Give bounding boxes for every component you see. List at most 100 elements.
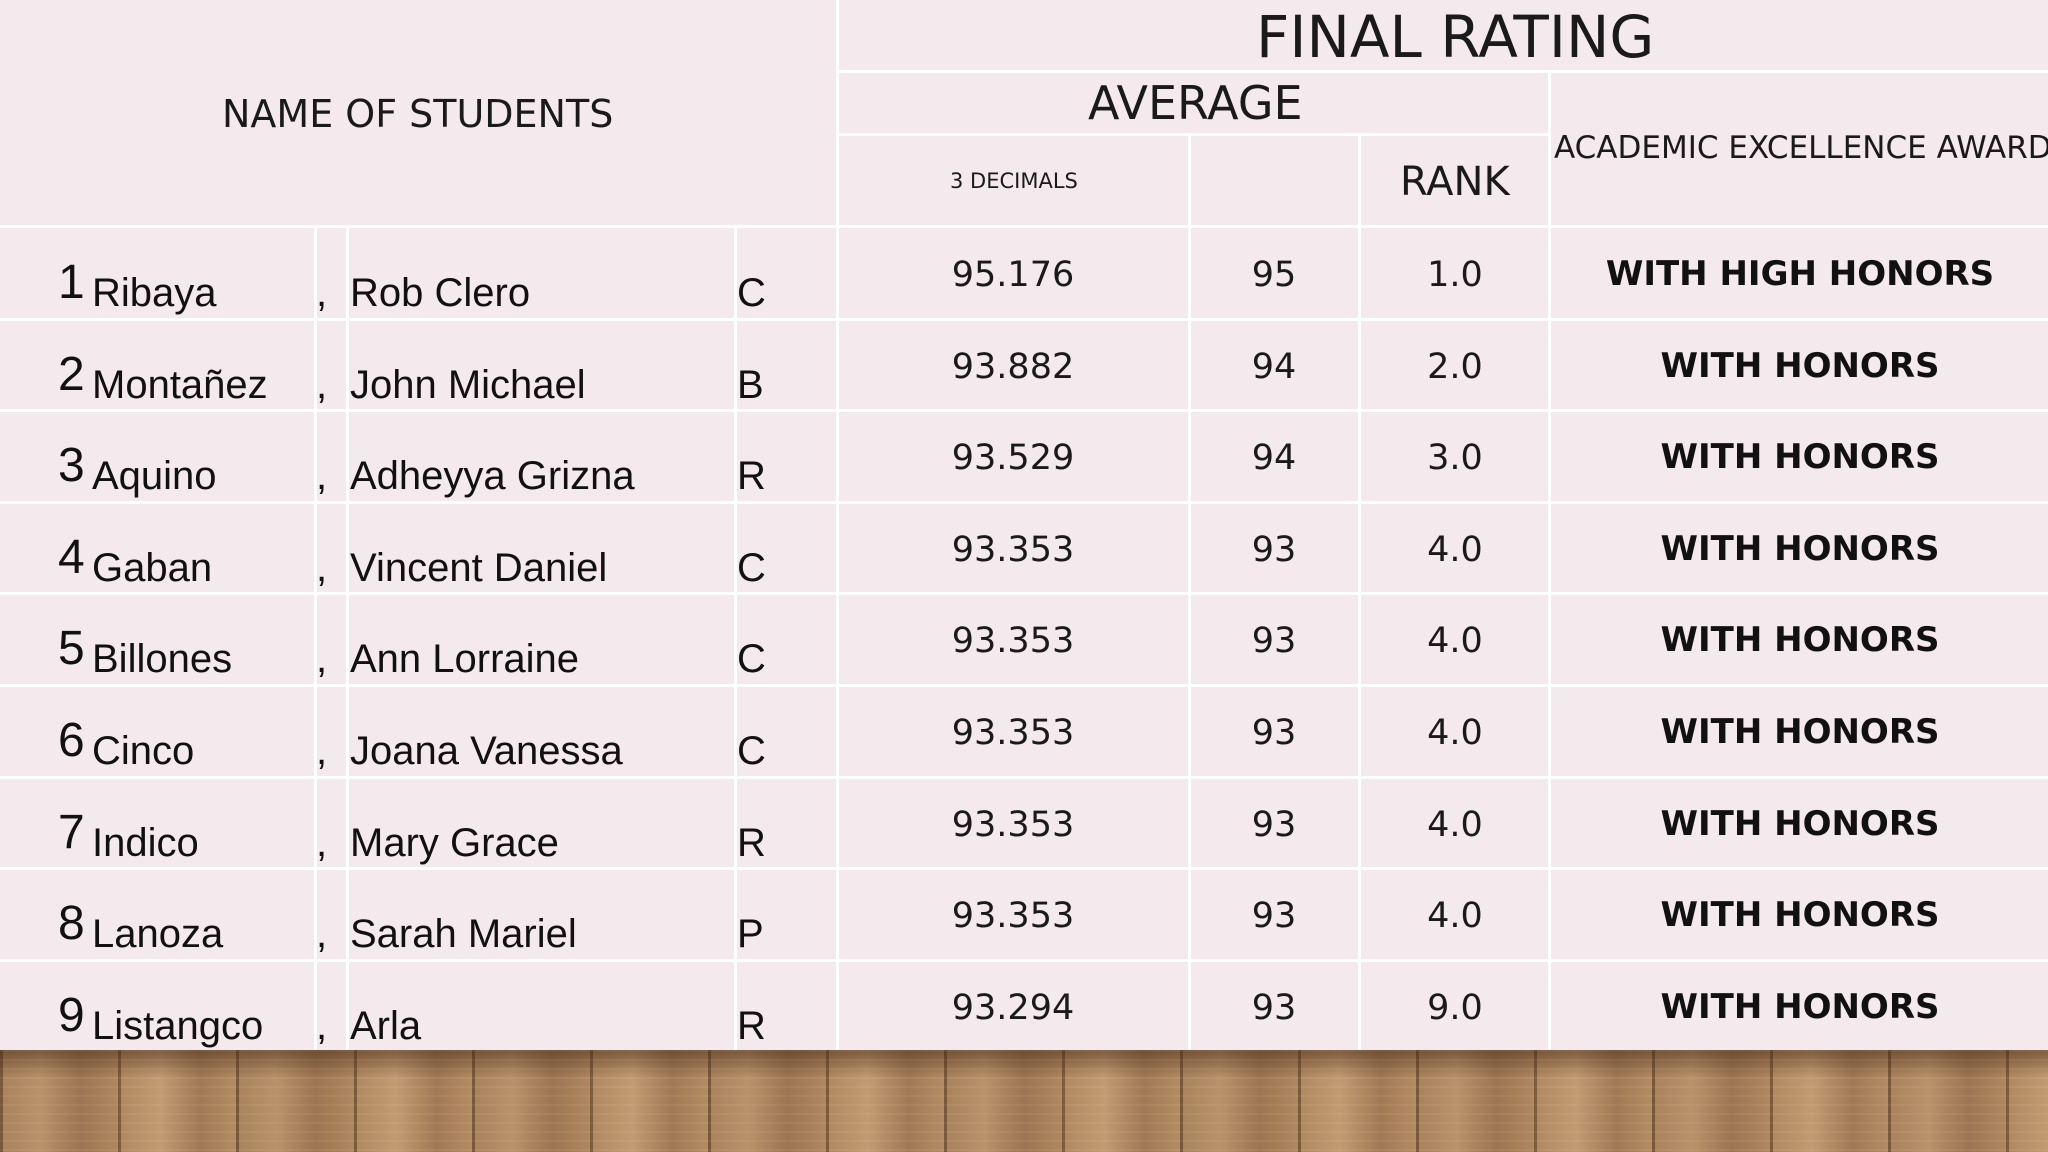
section-letter: R	[737, 820, 766, 865]
rank-value: 2.0	[1427, 346, 1483, 387]
award-label: WITH HONORS	[1660, 712, 1940, 752]
average-rounded: 93	[1251, 713, 1297, 753]
average-3-decimals: 95.176	[951, 255, 1075, 295]
name-separator: ,	[316, 545, 328, 590]
award-label: WITH HONORS	[1660, 895, 1940, 936]
first-name: John Michael	[350, 362, 586, 407]
name-separator: ,	[316, 454, 328, 499]
first-name: Joana Vanessa	[350, 729, 623, 773]
average-rounded: 93	[1251, 529, 1297, 570]
award-label: WITH HONORS	[1660, 437, 1940, 478]
names-header: NAME OF STUDENTS	[222, 92, 614, 136]
award-header: ACADEMIC EXCELLENCE AWARD	[1554, 130, 2048, 166]
last-name: Ribaya	[92, 271, 217, 315]
average-3-decimals: 93.353	[951, 804, 1075, 845]
section-letter: R	[737, 1003, 766, 1048]
first-name: Vincent Daniel	[350, 545, 608, 590]
row-number: 6	[58, 714, 85, 767]
rank-value: 4.0	[1427, 621, 1483, 662]
rank-value: 4.0	[1427, 713, 1483, 753]
award-label: WITH HIGH HONORS	[1605, 254, 1995, 294]
grid-line	[1548, 72, 1551, 1050]
average-rounded: 93	[1251, 987, 1297, 1028]
row-number: 9	[58, 988, 85, 1042]
name-separator: ,	[316, 912, 328, 957]
grid-line	[346, 228, 349, 1050]
average-3-decimals: 93.294	[951, 987, 1075, 1028]
rank-value: 4.0	[1427, 804, 1483, 845]
first-name: Ann Lorraine	[350, 637, 580, 682]
average-3-decimals: 93.353	[951, 713, 1075, 753]
section-letter: C	[737, 545, 766, 590]
section-letter: R	[737, 454, 766, 499]
three-decimals-header: 3 DECIMALS	[950, 169, 1078, 193]
section-letter: P	[737, 912, 764, 957]
award-label: WITH HONORS	[1660, 803, 1940, 844]
grid-line	[0, 225, 2048, 228]
grid-line	[0, 958, 2048, 962]
last-name: Gaban	[92, 545, 213, 590]
name-separator: ,	[316, 820, 328, 865]
average-header: AVERAGE	[1088, 76, 1303, 130]
rank-value: 1.0	[1427, 255, 1483, 295]
last-name: Montañez	[92, 362, 268, 407]
award-label: WITH HONORS	[1660, 528, 1940, 569]
last-name: Lanoza	[92, 912, 224, 957]
first-name: Sarah Mariel	[350, 912, 577, 957]
last-name: Aquino	[92, 454, 217, 499]
row-number: 2	[58, 347, 85, 401]
name-separator: ,	[316, 271, 328, 315]
grid-line	[0, 409, 2048, 413]
grid-line	[314, 228, 317, 1050]
rank-value: 9.0	[1427, 987, 1483, 1028]
row-number: 3	[58, 439, 85, 493]
grid-line	[838, 133, 1548, 136]
name-separator: ,	[316, 637, 328, 682]
rank-value: 3.0	[1427, 438, 1483, 479]
first-name: Mary Grace	[350, 820, 559, 865]
section-letter: C	[737, 637, 766, 682]
section-letter: C	[737, 729, 766, 773]
first-name: Adheyya Grizna	[350, 454, 635, 499]
row-number: 8	[58, 897, 85, 951]
award-label: WITH HONORS	[1660, 345, 1940, 386]
grid-line	[838, 70, 2048, 73]
row-number: 1	[58, 256, 85, 309]
average-rounded: 94	[1251, 346, 1297, 387]
average-rounded: 93	[1251, 804, 1297, 845]
section-letter: B	[737, 362, 764, 407]
award-label: WITH HONORS	[1660, 986, 1940, 1027]
rank-header: RANK	[1400, 159, 1510, 205]
grid-line	[0, 867, 2048, 871]
last-name: Billones	[92, 637, 233, 682]
grid-line	[734, 228, 737, 1050]
final-rating-header: FINAL RATING	[1256, 3, 1655, 71]
name-separator: ,	[316, 729, 328, 773]
average-3-decimals: 93.353	[951, 896, 1075, 937]
last-name: Cinco	[92, 729, 195, 773]
first-name: Arla	[350, 1003, 422, 1048]
grid-line	[0, 684, 2048, 687]
rank-value: 4.0	[1427, 896, 1483, 937]
average-3-decimals: 93.353	[951, 529, 1075, 570]
row-number: 4	[58, 530, 85, 584]
average-rounded: 93	[1251, 896, 1297, 937]
grid-line	[0, 592, 2048, 596]
last-name: Listangco	[92, 1003, 264, 1048]
average-rounded: 95	[1251, 255, 1297, 295]
award-label: WITH HONORS	[1660, 620, 1940, 661]
row-number: 7	[58, 805, 85, 859]
first-name: Rob Clero	[350, 271, 531, 315]
grid-line	[0, 500, 2048, 504]
grid-line	[836, 0, 839, 1050]
name-separator: ,	[316, 362, 328, 407]
grid-line	[0, 775, 2048, 779]
name-separator: ,	[316, 1003, 328, 1048]
grid-line	[0, 317, 2048, 321]
average-rounded: 94	[1251, 438, 1297, 479]
wooden-floor	[0, 1050, 2048, 1152]
average-3-decimals: 93.353	[951, 621, 1075, 662]
average-3-decimals: 93.882	[951, 346, 1075, 387]
section-letter: C	[737, 271, 766, 315]
